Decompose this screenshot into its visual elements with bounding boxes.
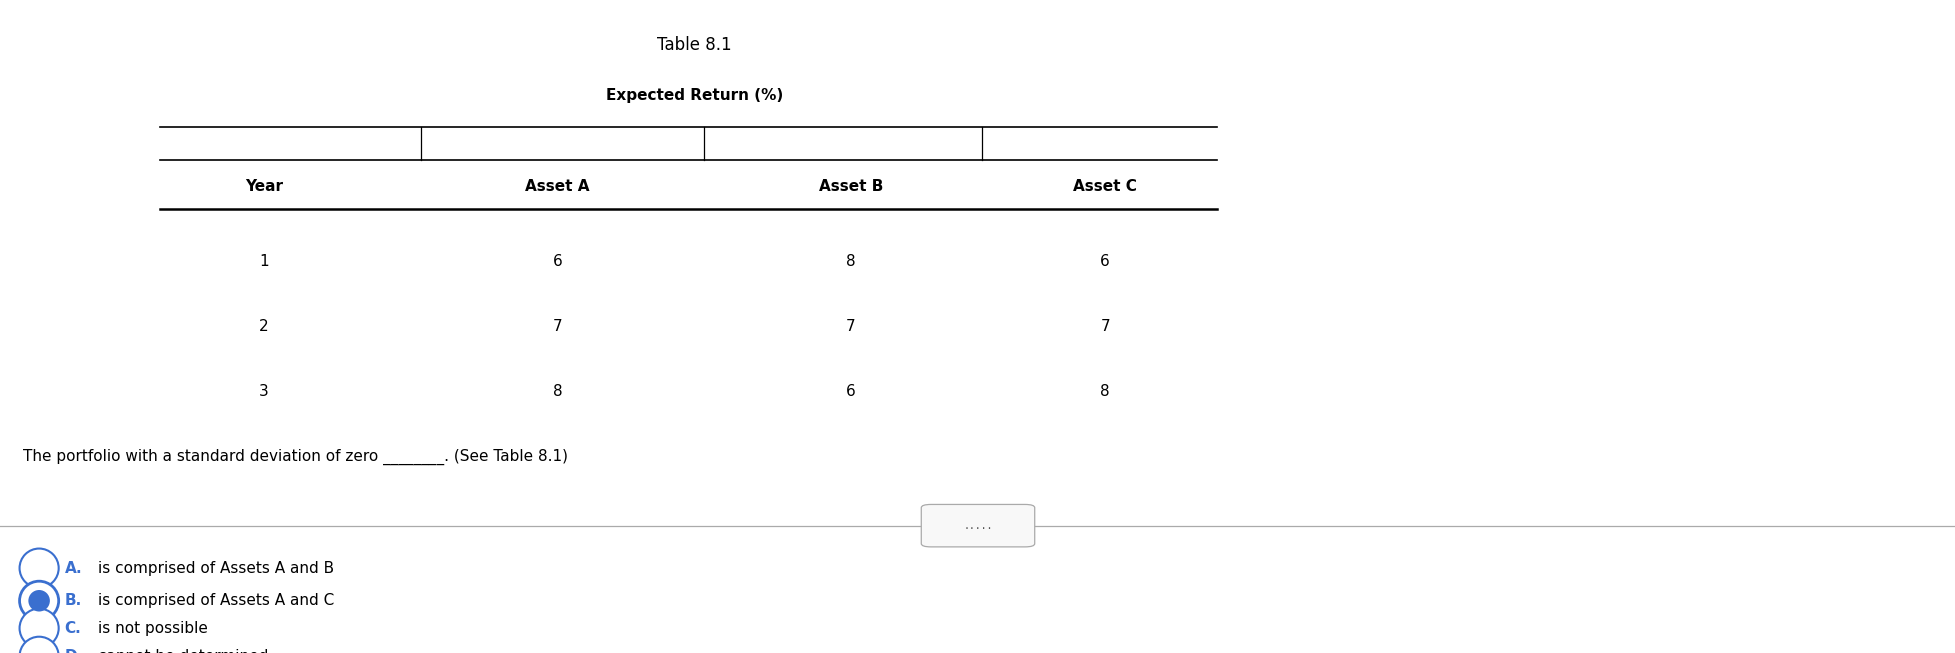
Text: cannot be determined: cannot be determined	[98, 649, 268, 653]
Ellipse shape	[27, 590, 51, 611]
Text: D.: D.	[65, 649, 82, 653]
Ellipse shape	[20, 549, 59, 588]
Ellipse shape	[20, 609, 59, 648]
Text: 6: 6	[847, 385, 854, 399]
Text: 8: 8	[847, 254, 854, 268]
Text: Expected Return (%): Expected Return (%)	[606, 88, 782, 103]
Text: 7: 7	[847, 319, 854, 334]
Text: 1: 1	[260, 254, 268, 268]
Text: 7: 7	[553, 319, 561, 334]
Text: 8: 8	[1101, 385, 1108, 399]
Text: Table 8.1: Table 8.1	[657, 36, 731, 54]
Text: C.: C.	[65, 621, 82, 635]
Text: 3: 3	[260, 385, 268, 399]
Text: Asset C: Asset C	[1073, 179, 1136, 193]
Ellipse shape	[20, 581, 59, 620]
Text: is comprised of Assets A and B: is comprised of Assets A and B	[98, 561, 334, 575]
Text: A.: A.	[65, 561, 82, 575]
Text: 8: 8	[553, 385, 561, 399]
Text: Year: Year	[244, 179, 283, 193]
Text: 7: 7	[1101, 319, 1108, 334]
Text: 6: 6	[1101, 254, 1108, 268]
Ellipse shape	[20, 637, 59, 653]
Text: B.: B.	[65, 594, 82, 608]
FancyBboxPatch shape	[921, 504, 1034, 547]
Text: is comprised of Assets A and C: is comprised of Assets A and C	[98, 594, 334, 608]
Text: .....: .....	[962, 520, 993, 531]
Text: 2: 2	[260, 319, 268, 334]
Text: The portfolio with a standard deviation of zero ________. (See Table 8.1): The portfolio with a standard deviation …	[23, 449, 569, 465]
Text: Asset B: Asset B	[819, 179, 882, 193]
Text: is not possible: is not possible	[98, 621, 207, 635]
Text: Asset A: Asset A	[526, 179, 588, 193]
Text: 6: 6	[553, 254, 561, 268]
